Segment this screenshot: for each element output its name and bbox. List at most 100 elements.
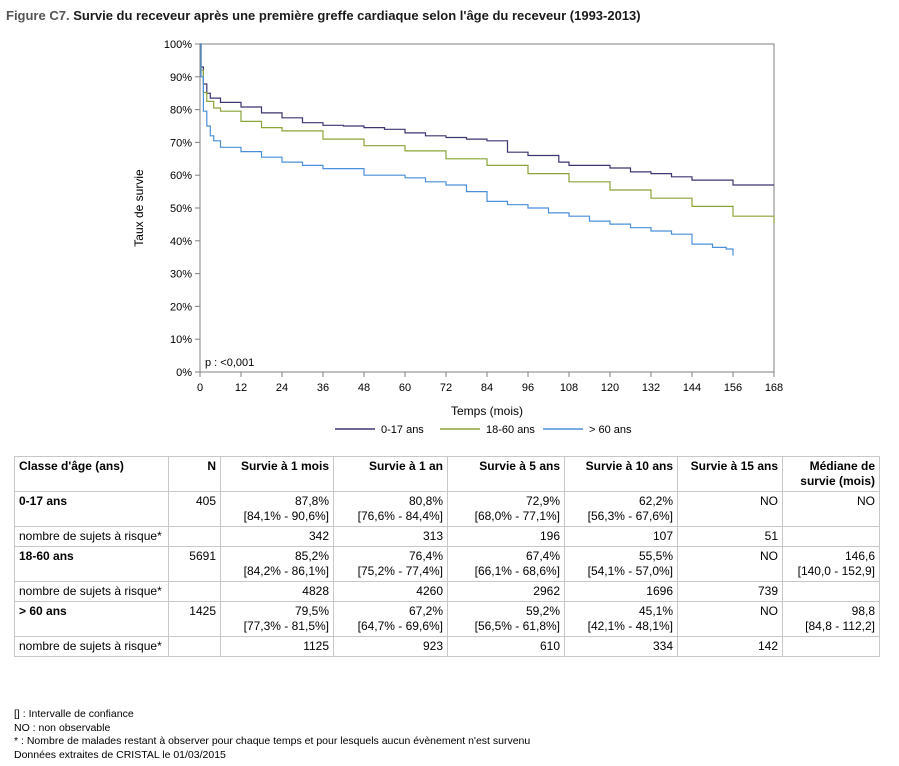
survival-cell: NO (782, 491, 880, 527)
x-tick-label: 132 (642, 382, 660, 394)
survival-curve-1 (200, 43, 775, 223)
x-tick-label: 144 (683, 382, 701, 394)
x-tick-label: 84 (481, 382, 493, 394)
survival-curves (200, 43, 775, 256)
y-tick-label: 80% (170, 105, 192, 117)
y-tick-label: 20% (170, 301, 192, 313)
survival-cell: 98,8 [84,8 - 112,2] (782, 601, 880, 637)
figure-number: Figure C7. (6, 8, 70, 23)
risk-label: nombre de sujets à risque* (14, 526, 169, 547)
group-n: 1425 (168, 601, 221, 637)
footnotes: [] : Intervalle de confiance NO : non ob… (14, 708, 530, 762)
risk-count: 107 (564, 526, 678, 547)
survival-value: NO (760, 494, 778, 508)
empty-cell (168, 581, 221, 602)
group-n: 405 (168, 491, 221, 527)
survival-value: 79,5% (294, 604, 329, 618)
risk-count: 1696 (564, 581, 678, 602)
confidence-interval: [84,1% - 90,6%] (243, 509, 329, 523)
risk-label: nombre de sujets à risque* (14, 581, 169, 602)
survival-value: 87,8% (294, 494, 329, 508)
confidence-interval: [64,7% - 69,6%] (357, 619, 443, 633)
age-group-label: 0-17 ans (14, 491, 169, 527)
survival-cell: 45,1% [42,1% - 48,1%] (564, 601, 678, 637)
table-header-row: Classe d'âge (ans) N Survie à 1 mois Sur… (14, 456, 880, 492)
survival-cell: 87,8% [84,1% - 90,6%] (220, 491, 334, 527)
risk-row: nombre de sujets à risque* 342 313 196 107 51 (14, 526, 880, 547)
risk-count: 739 (677, 581, 783, 602)
risk-count: 4828 (220, 581, 334, 602)
survival-value: 80,8% (408, 494, 443, 508)
plot-frame (199, 43, 775, 373)
confidence-interval: [54,1% - 57,0%] (587, 564, 673, 578)
survival-value: NO (760, 549, 778, 563)
y-tick-label: 50% (170, 203, 192, 215)
footnote-source: Données extraites de CRISTAL le 01/03/20… (14, 748, 226, 761)
risk-row: nombre de sujets à risque* 1125 923 610 334 1… (14, 636, 880, 657)
survival-cell: 67,2% [64,7% - 69,6%] (333, 601, 448, 637)
confidence-interval: [77,3% - 81,5%] (243, 619, 329, 633)
figure-title-text: Survie du receveur après une première gr… (73, 8, 641, 23)
survival-curve-2 (200, 43, 734, 256)
confidence-interval: [66,1% - 68,6%] (474, 564, 560, 578)
survival-cell: NO (677, 601, 783, 637)
y-tick-label: 70% (170, 137, 192, 149)
x-axis-label: Temps (mois) (451, 404, 523, 418)
header-n: N (168, 456, 221, 492)
x-tick-label: 24 (276, 382, 288, 394)
confidence-interval: [84,2% - 86,1%] (243, 564, 329, 578)
x-tick-label: 108 (560, 382, 578, 394)
risk-label: nombre de sujets à risque* (14, 636, 169, 657)
figure-title: Figure C7. Survie du receveur après une … (6, 8, 641, 23)
confidence-interval: [76,6% - 84,4%] (357, 509, 443, 523)
header-survival-15-years: Survie à 15 ans (677, 456, 783, 492)
empty-cell (168, 636, 221, 657)
survival-cell: 59,2% [56,5% - 61,8%] (447, 601, 565, 637)
survival-cell: 85,2% [84,2% - 86,1%] (220, 546, 334, 582)
risk-count: 610 (447, 636, 565, 657)
survival-value: 62,2% (638, 494, 673, 508)
risk-count: 334 (564, 636, 678, 657)
risk-row: nombre de sujets à risque* 4828 4260 2962 16… (14, 581, 880, 602)
risk-count: 196 (447, 526, 565, 547)
header-age-class: Classe d'âge (ans) (14, 456, 169, 492)
survival-cell: NO (677, 491, 783, 527)
risk-count: 4260 (333, 581, 448, 602)
table-row: 18-60 ans 5691 85,2% [84,2% - 86,1%] 76,4% [7… (14, 546, 880, 582)
x-tick-label: 12 (235, 382, 247, 394)
survival-cell: NO (677, 546, 783, 582)
survival-value: 59,2% (525, 604, 560, 618)
x-tick-label: 36 (317, 382, 329, 394)
survival-value: NO (857, 494, 875, 508)
y-axis: 0% 10% 20% 30% 40% 50% 60% 70% 80% 90% 100% (164, 39, 200, 379)
table-row: > 60 ans 1425 79,5% [77,3% - 81,5%] 67,2% [64… (14, 601, 880, 637)
footnote-ci: [] : Intervalle de confiance (14, 708, 134, 720)
x-tick-label: 120 (601, 382, 619, 394)
confidence-interval: [56,5% - 61,8%] (474, 619, 560, 633)
risk-count: 1125 (220, 636, 334, 657)
risk-count: 142 (677, 636, 783, 657)
survival-cell: 55,5% [54,1% - 57,0%] (564, 546, 678, 582)
x-axis: 0 12 24 36 48 60 72 84 96 108 120 132 144 156 168 (197, 372, 783, 394)
x-tick-label: 48 (358, 382, 370, 394)
legend: 0-17 ans 18-60 ans > 60 ans (335, 424, 632, 436)
survival-value: 67,4% (525, 549, 560, 563)
survival-curve-0 (200, 43, 774, 186)
header-survival-1-year: Survie à 1 an (333, 456, 448, 492)
survival-chart: 0% 10% 20% 30% 40% 50% 60% 70% 80% 90% 100% 0 12 24 3… (132, 39, 783, 436)
survival-table: Classe d'âge (ans) N Survie à 1 mois Sur… (14, 456, 880, 657)
x-tick-label: 72 (440, 382, 452, 394)
confidence-interval: [42,1% - 48,1%] (587, 619, 673, 633)
survival-value: 67,2% (408, 604, 443, 618)
x-tick-label: 168 (765, 382, 783, 394)
legend-label: > 60 ans (589, 424, 632, 436)
x-tick-label: 60 (399, 382, 411, 394)
survival-value: 55,5% (638, 549, 673, 563)
footnote-no: NO : non observable (14, 721, 111, 734)
survival-value: 98,8 (851, 604, 875, 618)
survival-cell: 79,5% [77,3% - 81,5%] (220, 601, 334, 637)
y-tick-label: 30% (170, 269, 192, 281)
x-tick-label: 96 (522, 382, 534, 394)
age-group-label: > 60 ans (14, 601, 169, 637)
confidence-interval: [75,2% - 77,4%] (357, 564, 443, 578)
